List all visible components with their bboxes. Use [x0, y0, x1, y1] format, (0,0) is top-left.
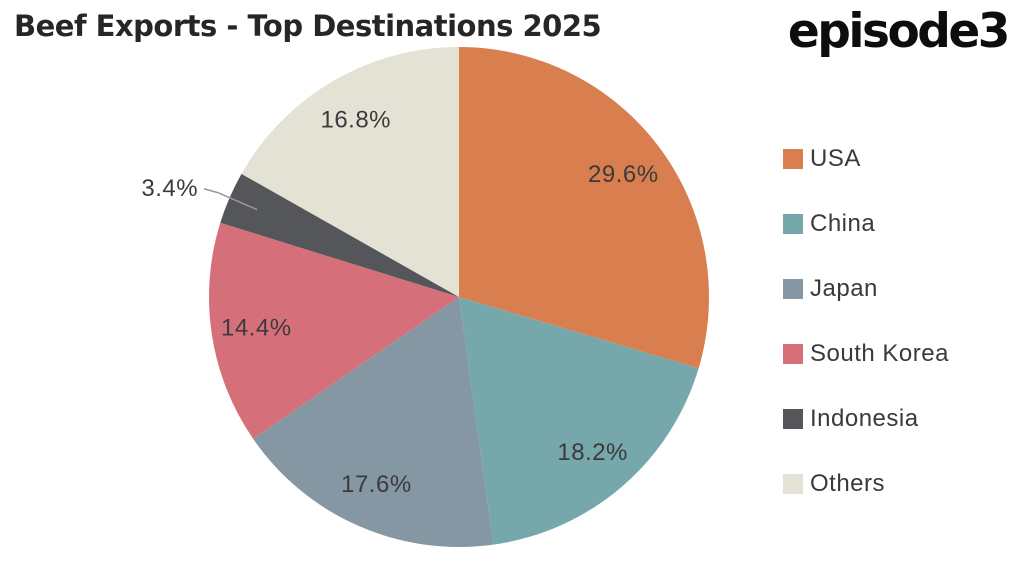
slice-percentage-label: 17.6%	[341, 471, 412, 498]
pie-slice-japan	[253, 297, 494, 547]
legend-item-usa: USA	[783, 145, 949, 173]
pie-slice-indonesia	[220, 173, 459, 297]
pie-slice-south-korea	[208, 222, 459, 439]
legend-swatch-china	[783, 214, 803, 234]
legend-swatch-indonesia	[783, 409, 803, 429]
legend-label: Japan	[810, 275, 878, 302]
slice-percentage-label: 3.4%	[141, 175, 198, 202]
legend-label: Indonesia	[810, 405, 919, 432]
legend-swatch-others	[783, 474, 803, 494]
legend-label: South Korea	[810, 340, 949, 367]
legend-item-others: Others	[783, 470, 949, 498]
pie-slice-china	[459, 297, 699, 545]
slice-percentage-label: 29.6%	[588, 161, 659, 188]
slice-percentage-label: 16.8%	[320, 106, 391, 133]
slice-percentage-label: 18.2%	[557, 439, 628, 466]
legend-swatch-usa	[783, 149, 803, 169]
legend-label: Others	[810, 470, 886, 497]
pie-slice-usa	[459, 47, 709, 369]
legend-item-china: China	[783, 210, 949, 238]
legend-item-japan: Japan	[783, 275, 949, 303]
legend-item-indonesia: Indonesia	[783, 405, 949, 433]
legend-swatch-south-korea	[783, 344, 803, 364]
legend-item-south-korea: South Korea	[783, 340, 949, 368]
chart-title: Beef Exports - Top Destinations 2025	[14, 9, 602, 43]
legend: USA China Japan South Korea Indonesia Others	[783, 145, 949, 498]
slice-percentage-label: 14.4%	[221, 314, 292, 341]
label-leader-line	[203, 188, 258, 211]
pie-slice-others	[241, 46, 459, 298]
legend-label: USA	[810, 145, 861, 172]
episode3-logo: episode3	[787, 4, 1011, 59]
legend-swatch-japan	[783, 279, 803, 299]
legend-label: China	[810, 210, 876, 237]
